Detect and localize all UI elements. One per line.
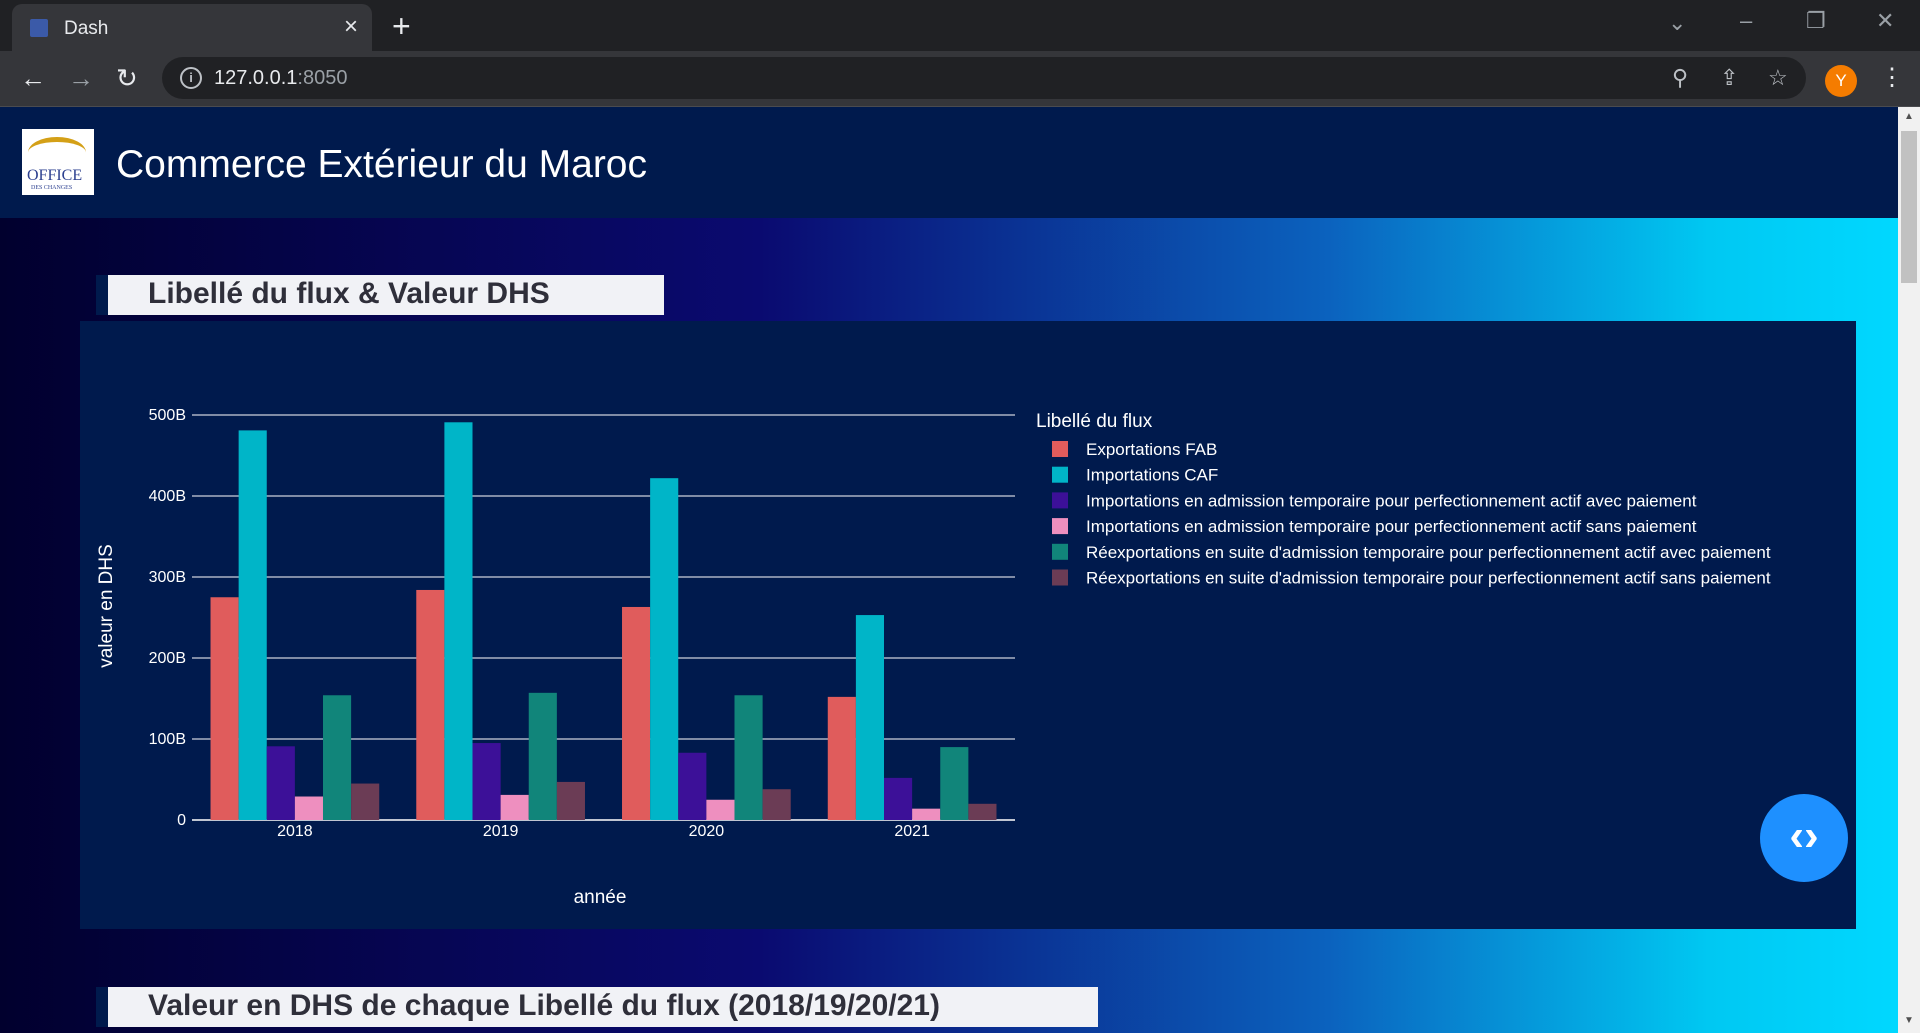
bars <box>210 422 997 820</box>
legend-item[interactable]: Réexportations en suite d'admission temp… <box>1086 569 1771 588</box>
address-bar[interactable]: i 127.0.0.1:8050 ⚲ ⇪ ☆ <box>162 57 1806 99</box>
tab-search-icon[interactable]: ⌄ <box>1668 10 1687 35</box>
browser-toolbar: ← → ↻ i 127.0.0.1:8050 ⚲ ⇪ ☆ Y ⋮ <box>0 51 1920 107</box>
legend-swatch[interactable] <box>1052 569 1068 586</box>
bar[interactable] <box>734 695 763 820</box>
bar[interactable] <box>968 803 997 820</box>
bar[interactable] <box>351 783 380 820</box>
logo-arc-icon <box>28 137 86 168</box>
x-tick-label: 2018 <box>277 823 313 840</box>
legend-item[interactable]: Réexportations en suite d'admission temp… <box>1086 543 1771 562</box>
x-tick-labels: 2018 2019 2020 2021 <box>277 823 930 840</box>
bar[interactable] <box>827 696 856 820</box>
scroll-down-arrow-icon[interactable]: ▼ <box>1904 1015 1914 1026</box>
bar[interactable] <box>678 752 707 820</box>
scroll-up-arrow-icon[interactable]: ▲ <box>1904 111 1914 122</box>
scrollbar[interactable]: ▲ ▼ <box>1898 107 1920 1033</box>
office-des-changes-logo: OFFICE DES CHANGES <box>22 129 94 195</box>
section-title: Libellé du flux & Valeur DHS <box>148 277 550 310</box>
bar[interactable] <box>556 781 585 820</box>
app-header: OFFICE DES CHANGES Commerce Extérieur du… <box>0 107 1898 218</box>
legend-item[interactable]: Importations en admission temporaire pou… <box>1086 491 1697 510</box>
bar[interactable] <box>322 695 352 820</box>
logo-subtext: DES CHANGES <box>31 185 73 191</box>
url-port: :8050 <box>297 67 348 89</box>
legend-title: Libellé du flux <box>1036 411 1153 432</box>
url-host: 127.0.0.1 <box>214 67 298 89</box>
back-icon[interactable]: ← <box>20 63 46 93</box>
legend-swatch[interactable] <box>1052 492 1068 509</box>
logo-text: OFFICE <box>27 167 83 184</box>
legend-item[interactable]: Exportations FAB <box>1086 440 1217 459</box>
zoom-icon[interactable]: ⚲ <box>1672 65 1689 90</box>
tab-title: Dash <box>64 18 109 39</box>
bar[interactable] <box>884 777 913 820</box>
dash-favicon-icon <box>30 19 48 37</box>
page-title: Commerce Extérieur du Maroc <box>116 143 647 186</box>
x-axis-title: année <box>574 887 627 908</box>
site-info-icon[interactable]: i <box>180 67 202 89</box>
bar[interactable] <box>650 478 679 820</box>
section-heading-valeur-libelle: Valeur en DHS de chaque Libellé du flux … <box>96 987 1098 1027</box>
url-text[interactable]: 127.0.0.1:8050 <box>214 67 347 90</box>
bar[interactable] <box>528 692 557 820</box>
grid-lines <box>192 414 1015 821</box>
browser-menu-icon[interactable]: ⋮ <box>1880 64 1904 91</box>
dash-debug-menu-button[interactable]: ‹› <box>1760 794 1848 882</box>
bar[interactable] <box>238 430 267 820</box>
bar[interactable] <box>416 589 445 820</box>
browser-tab[interactable]: Dash × <box>12 4 372 51</box>
x-tick-label: 2021 <box>894 823 930 840</box>
scroll-thumb[interactable] <box>1901 131 1917 283</box>
legend: Exportations FAB Importations CAF Importat… <box>1052 440 1771 588</box>
legend-swatch[interactable] <box>1052 441 1068 457</box>
bar[interactable] <box>940 747 969 820</box>
y-tick-label: 500B <box>149 407 186 424</box>
bar[interactable] <box>706 799 735 820</box>
forward-icon[interactable]: → <box>68 63 94 93</box>
y-tick-labels: 0 100B 200B 300B 400B 500B <box>149 407 186 829</box>
y-tick-label: 200B <box>149 650 186 667</box>
reload-icon[interactable]: ↻ <box>116 63 138 93</box>
legend-item[interactable]: Importations en admission temporaire pou… <box>1086 517 1697 536</box>
y-tick-label: 400B <box>149 488 186 505</box>
y-tick-label: 0 <box>177 812 186 829</box>
bar[interactable] <box>472 743 501 820</box>
bar[interactable] <box>294 796 323 820</box>
bar[interactable] <box>210 597 239 820</box>
y-tick-label: 300B <box>149 569 186 586</box>
bar[interactable] <box>912 808 941 820</box>
y-tick-label: 100B <box>149 731 186 748</box>
legend-swatch[interactable] <box>1052 466 1068 483</box>
section-title: Valeur en DHS de chaque Libellé du flux … <box>148 989 940 1022</box>
legend-swatch[interactable] <box>1052 518 1068 535</box>
y-axis-title: valeur en DHS <box>96 544 117 668</box>
minimize-icon[interactable]: – <box>1740 8 1753 33</box>
bar[interactable] <box>500 794 529 820</box>
bar-chart: 0 100B 200B 300B 400B 500B 2018 2019 2020 2021 a… <box>96 407 1771 908</box>
new-tab-icon[interactable]: + <box>392 8 411 44</box>
x-tick-label: 2020 <box>689 823 725 840</box>
bar[interactable] <box>444 422 473 820</box>
bar[interactable] <box>266 746 295 820</box>
bar[interactable] <box>855 615 885 820</box>
page-content: OFFICE DES CHANGES Commerce Extérieur du… <box>0 107 1898 1033</box>
legend-swatch[interactable] <box>1052 543 1068 560</box>
x-tick-label: 2019 <box>483 823 519 840</box>
close-window-icon[interactable]: ✕ <box>1876 8 1895 33</box>
tab-bar: Dash × + ⌄ – ❐ ✕ <box>0 0 1920 51</box>
restore-icon[interactable]: ❐ <box>1806 8 1826 33</box>
bookmark-star-icon[interactable]: ☆ <box>1768 65 1788 90</box>
bar[interactable] <box>622 606 651 820</box>
bar[interactable] <box>762 789 791 820</box>
legend-item[interactable]: Importations CAF <box>1086 466 1218 485</box>
close-tab-icon[interactable]: × <box>343 13 358 40</box>
section-heading-flux-valeur: Libellé du flux & Valeur DHS <box>96 275 664 315</box>
bar-chart-panel: 0 100B 200B 300B 400B 500B 2018 2019 2020 2021 a… <box>80 321 1856 929</box>
profile-avatar[interactable]: Y <box>1825 65 1857 97</box>
share-icon[interactable]: ⇪ <box>1720 65 1739 90</box>
